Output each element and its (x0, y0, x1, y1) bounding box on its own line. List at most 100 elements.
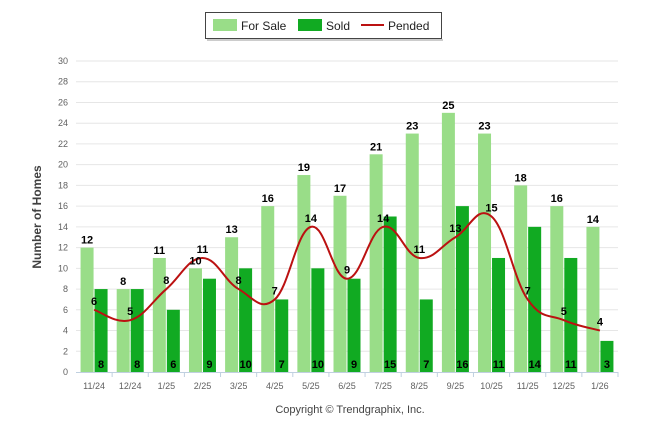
data-label-pended: 8 (163, 275, 169, 287)
bar-sold (455, 206, 469, 372)
legend: For Sale Sold Pended (205, 12, 443, 41)
data-label-for-sale: 21 (370, 141, 382, 153)
y-tick-label: 12 (58, 243, 68, 253)
bar-sold (564, 257, 578, 372)
x-tick-label: 11/24 (83, 381, 105, 391)
legend-item-for-sale[interactable]: For Sale (213, 19, 287, 33)
data-label-for-sale: 13 (225, 224, 237, 236)
data-label-for-sale: 14 (587, 214, 600, 226)
y-tick-label: 10 (58, 263, 68, 273)
pended-line-group (93, 212, 601, 332)
data-label-for-sale: 17 (334, 183, 346, 195)
bar-for-sale (188, 268, 202, 372)
data-label-pended: 6 (91, 296, 97, 308)
data-label-pended: 7 (525, 285, 531, 297)
x-tick-label: 9/25 (447, 381, 465, 391)
bar-sold (383, 216, 397, 372)
bar-for-sale (369, 154, 383, 372)
data-label-pended: 8 (236, 275, 242, 287)
gridlines (76, 60, 618, 352)
bar-sold (600, 340, 614, 372)
legend-swatch-for-sale (213, 19, 237, 31)
x-tick-label: 1/26 (591, 381, 609, 391)
legend-shadow (207, 39, 443, 41)
x-tick-label: 8/25 (411, 381, 429, 391)
y-tick-label: 14 (58, 222, 68, 232)
y-tick-label: 18 (58, 180, 68, 190)
bar-sold (347, 278, 361, 372)
x-tick-label: 1/25 (158, 381, 176, 391)
bar-sold (94, 289, 108, 372)
data-label-sold: 7 (279, 359, 285, 371)
y-tick-label: 26 (58, 97, 68, 107)
data-label-pended: 14 (377, 213, 390, 225)
bar-for-sale (225, 237, 239, 372)
data-label-for-sale: 11 (154, 245, 166, 257)
legend-swatch-sold (298, 19, 322, 31)
x-tick-label: 6/25 (338, 381, 356, 391)
data-label-sold: 10 (312, 359, 324, 371)
x-tick-label: 12/25 (553, 381, 576, 391)
data-label-sold: 9 (206, 359, 212, 371)
data-label-pended: 5 (561, 306, 567, 318)
data-label-for-sale: 10 (189, 255, 201, 267)
y-tick-label: 20 (58, 160, 68, 170)
bar-for-sale (80, 247, 94, 372)
legend-item-sold[interactable]: Sold (298, 19, 350, 33)
data-label-pended: 13 (449, 223, 461, 235)
data-label-for-sale: 8 (120, 276, 126, 288)
y-tick-label: 24 (58, 118, 68, 128)
y-tick-label: 22 (58, 139, 68, 149)
bar-for-sale (333, 195, 347, 372)
y-tick-label: 28 (58, 77, 68, 87)
copyright-footer: Copyright © Trendgraphix, Inc. (275, 404, 424, 416)
data-label-sold: 8 (134, 359, 140, 371)
y-tick-label: 0 (63, 367, 68, 377)
bar-sold (275, 299, 289, 372)
x-tick-label: 12/24 (119, 381, 142, 391)
data-label-for-sale: 25 (442, 100, 454, 112)
legend-label-pended: Pended (388, 19, 429, 33)
data-label-sold: 9 (351, 359, 357, 371)
y-tick-label: 8 (63, 284, 68, 294)
bar-sold (166, 309, 180, 372)
data-label-sold: 16 (456, 359, 468, 371)
bar-for-sale (550, 206, 564, 372)
bar-for-sale (405, 133, 419, 372)
bar-sold (130, 289, 144, 372)
x-tick-label: 10/25 (480, 381, 503, 391)
data-label-pended: 15 (485, 203, 497, 215)
x-tick-label: 4/25 (266, 381, 284, 391)
data-label-for-sale: 23 (478, 121, 490, 133)
legend-box (205, 12, 442, 39)
x-tick-label: 11/25 (517, 381, 539, 391)
y-tick-label: 30 (58, 56, 68, 66)
y-axis-label: Number of Homes (30, 165, 44, 269)
data-label-for-sale: 16 (262, 193, 274, 205)
legend-label-for-sale: For Sale (241, 19, 287, 33)
data-label-sold: 14 (529, 359, 542, 371)
bar-for-sale (261, 206, 275, 372)
x-tick-label: 2/25 (194, 381, 212, 391)
data-label-sold: 8 (98, 359, 104, 371)
bar-sold (419, 299, 433, 372)
legend-label-sold: Sold (326, 19, 350, 33)
data-label-sold: 7 (423, 359, 429, 371)
data-label-pended: 9 (344, 265, 350, 277)
data-label-sold: 6 (170, 359, 176, 371)
bar-for-sale (297, 175, 311, 372)
bars (80, 112, 614, 372)
y-tick-label: 4 (63, 326, 68, 336)
pended-line (93, 212, 601, 332)
data-label-sold: 11 (565, 359, 577, 371)
legend-item-pended[interactable]: Pended (361, 19, 429, 33)
data-label-for-sale: 16 (551, 193, 563, 205)
bar-sold (202, 278, 216, 372)
data-label-for-sale: 18 (515, 172, 527, 184)
bar-sold (311, 268, 325, 372)
y-tick-label: 16 (58, 201, 68, 211)
data-label-for-sale: 19 (298, 162, 310, 174)
bar-sold (239, 268, 253, 372)
x-tick-label: 5/25 (302, 381, 320, 391)
